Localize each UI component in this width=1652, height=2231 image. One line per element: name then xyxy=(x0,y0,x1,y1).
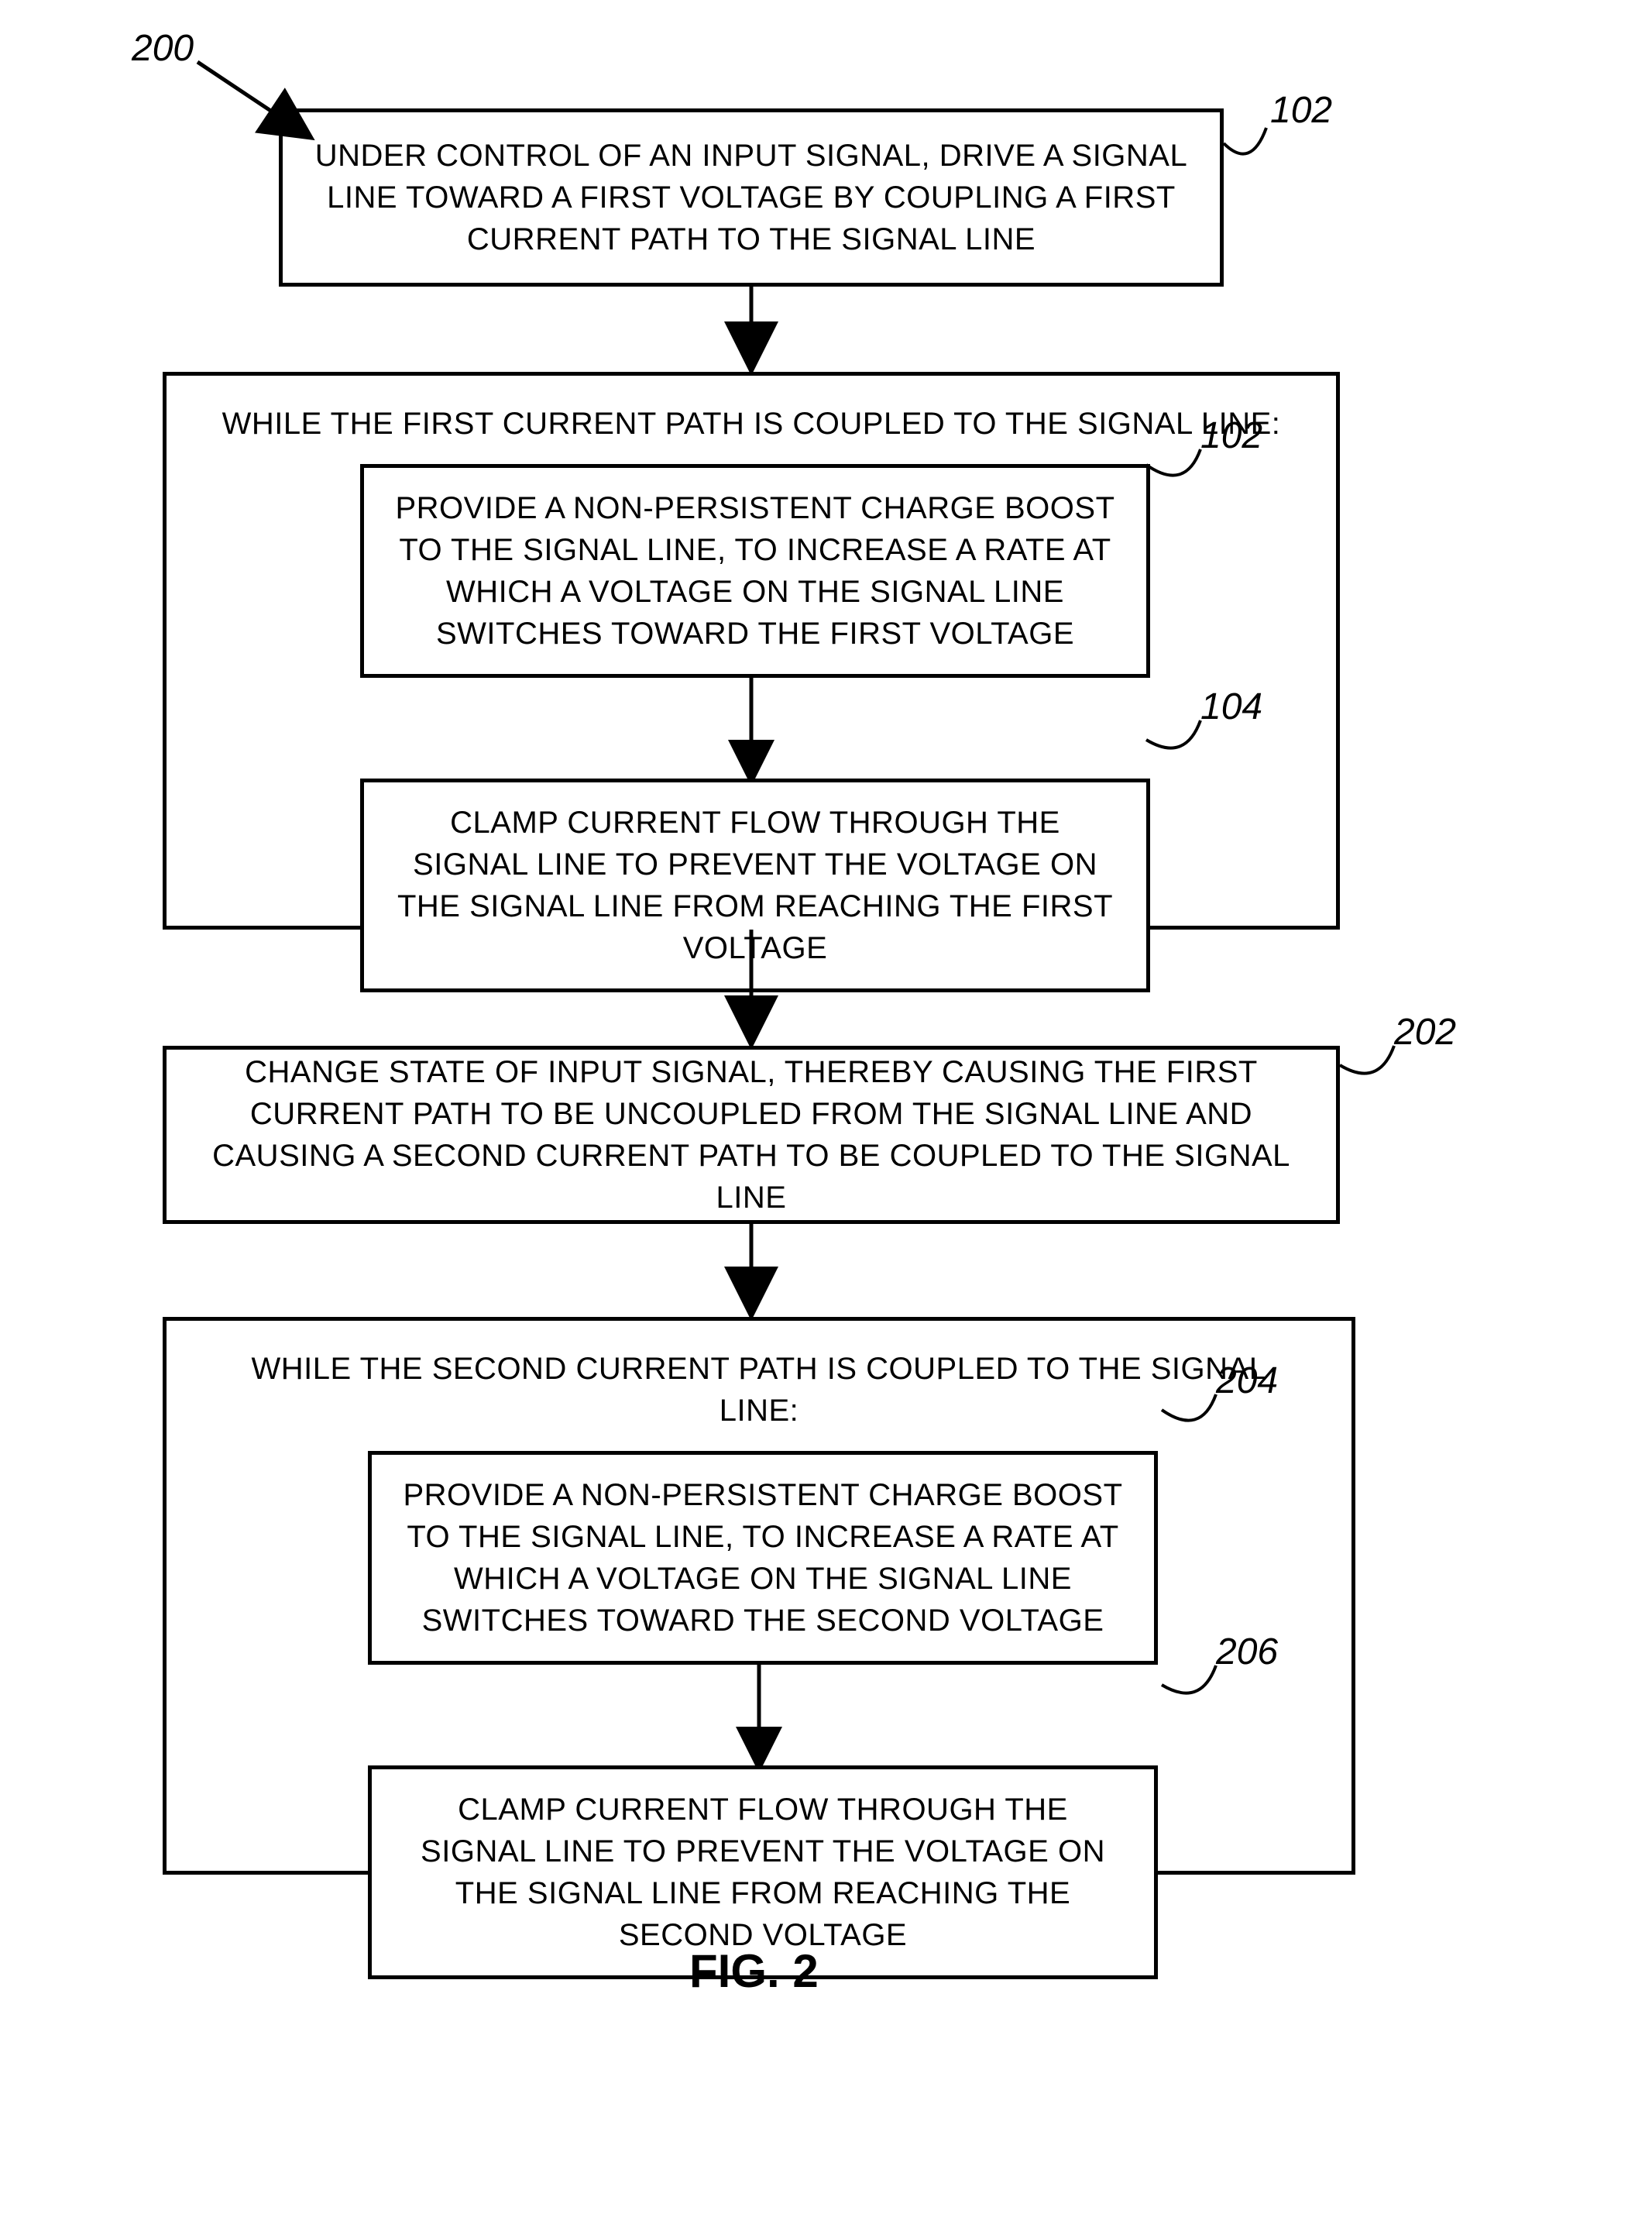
step-3-text: CHANGE STATE OF INPUT SIGNAL, THEREBY CA… xyxy=(197,1051,1305,1219)
step-1-box: UNDER CONTROL OF AN INPUT SIGNAL, DRIVE … xyxy=(279,108,1224,287)
group-2-inner-1-ref: 204 xyxy=(1216,1360,1278,1402)
group-2-inner-arrow xyxy=(720,1665,798,1765)
group-1-inner-1: PROVIDE A NON-PERSISTENT CHARGE BOOST TO… xyxy=(360,464,1150,678)
step-1-text: UNDER CONTROL OF AN INPUT SIGNAL, DRIVE … xyxy=(314,135,1189,260)
figure-caption: FIG. 2 xyxy=(689,1944,819,1998)
group-1-inner-2-ref: 104 xyxy=(1200,686,1262,728)
group-2-inner-2-text: CLAMP CURRENT FLOW THROUGH THE SIGNAL LI… xyxy=(421,1793,1105,1952)
group-1-inner-1-ref: 102 xyxy=(1200,414,1262,457)
group-2-inner-2-ref: 206 xyxy=(1216,1631,1278,1673)
flowchart-figure: 200 UNDER CONTROL OF AN INPUT SIGNAL, DR… xyxy=(46,46,1606,2030)
step-3-box: CHANGE STATE OF INPUT SIGNAL, THEREBY CA… xyxy=(163,1046,1340,1224)
group-1-inner-2: CLAMP CURRENT FLOW THROUGH THE SIGNAL LI… xyxy=(360,779,1150,992)
group-1-inner-arrow xyxy=(713,678,790,779)
callout-1 xyxy=(1224,128,1266,154)
group-1-inner-1-text: PROVIDE A NON-PERSISTENT CHARGE BOOST TO… xyxy=(395,491,1114,651)
group-2-heading: WHILE THE SECOND CURRENT PATH IS COUPLED… xyxy=(213,1340,1305,1451)
group-1-inner-2-text: CLAMP CURRENT FLOW THROUGH THE SIGNAL LI… xyxy=(397,806,1113,965)
callout-4 xyxy=(1340,1046,1394,1074)
figure-pointer-label: 200 xyxy=(132,27,194,70)
group-1-container: WHILE THE FIRST CURRENT PATH IS COUPLED … xyxy=(163,372,1340,930)
step-3-ref: 202 xyxy=(1394,1011,1456,1054)
group-2-container: WHILE THE SECOND CURRENT PATH IS COUPLED… xyxy=(163,1317,1355,1875)
group-2-inner-1-text: PROVIDE A NON-PERSISTENT CHARGE BOOST TO… xyxy=(403,1478,1122,1638)
group-1-heading: WHILE THE FIRST CURRENT PATH IS COUPLED … xyxy=(213,395,1290,464)
step-1-ref: 102 xyxy=(1270,89,1332,132)
group-2-inner-1: PROVIDE A NON-PERSISTENT CHARGE BOOST TO… xyxy=(368,1451,1158,1665)
